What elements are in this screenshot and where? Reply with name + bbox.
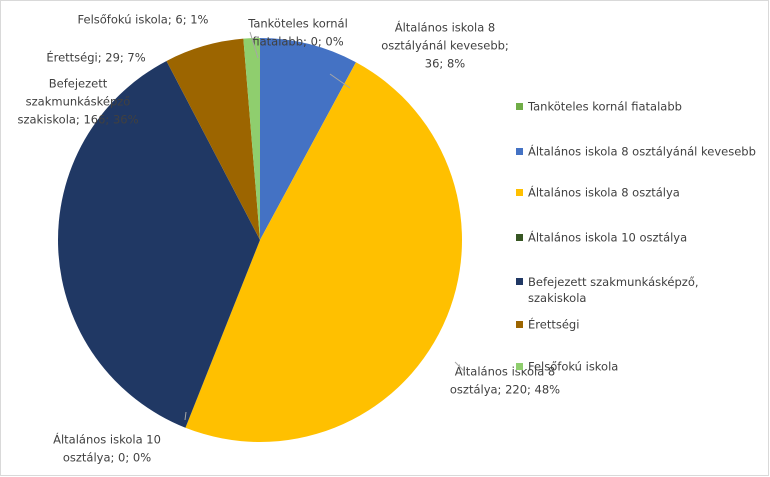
pie-slice xyxy=(243,38,260,240)
pie-slice xyxy=(57,60,260,428)
data-label: Általános iskola 8 xyxy=(455,364,556,379)
legend-marker xyxy=(516,363,523,370)
data-label: fiatalabb; 0; 0% xyxy=(252,35,343,49)
legend-label: Befejezett szakmunkásképző, szakiskola xyxy=(528,275,702,305)
pie-slice xyxy=(166,38,260,240)
leader-line xyxy=(184,411,187,421)
legend-marker xyxy=(516,234,523,241)
data-label: Befejezett xyxy=(49,77,108,91)
data-label: Érettségi; 29; 7% xyxy=(46,50,145,65)
data-label: Tanköteles kornál xyxy=(247,17,348,31)
leader-line xyxy=(454,361,466,373)
legend-marker xyxy=(516,103,523,110)
legend-marker xyxy=(516,148,523,155)
data-label: osztálya; 220; 48% xyxy=(450,383,560,397)
legend-label: Felsőfokú iskola xyxy=(528,360,618,374)
data-label: szakiskola; 166; 36% xyxy=(17,113,138,127)
leader-line xyxy=(329,73,351,89)
data-label: osztálya; 0; 0% xyxy=(63,451,151,465)
data-label: szakmunkásképző xyxy=(26,95,131,109)
legend-marker xyxy=(516,278,523,285)
legend-marker xyxy=(516,321,523,328)
data-label: Általános iskola 8 xyxy=(395,20,496,35)
data-label: osztályánál kevesebb; xyxy=(381,39,509,53)
data-label: 36; 8% xyxy=(425,57,465,71)
pie-slice xyxy=(185,62,462,443)
data-label: Általános iskola 10 xyxy=(53,432,161,447)
legend-label: Általános iskola 8 osztálya xyxy=(528,185,680,200)
leader-line xyxy=(249,31,259,59)
legend-label: Általános iskola 8 osztályánál kevesebb xyxy=(528,144,756,159)
legend-label: Általános iskola 10 osztálya xyxy=(528,230,687,245)
legend-label: Tanköteles kornál fiatalabb xyxy=(527,100,682,114)
data-label: Felsőfokú iskola; 6; 1% xyxy=(78,13,209,27)
legend-label: Érettségi xyxy=(528,317,579,332)
legend-marker xyxy=(516,189,523,196)
pie-slice xyxy=(260,38,356,240)
